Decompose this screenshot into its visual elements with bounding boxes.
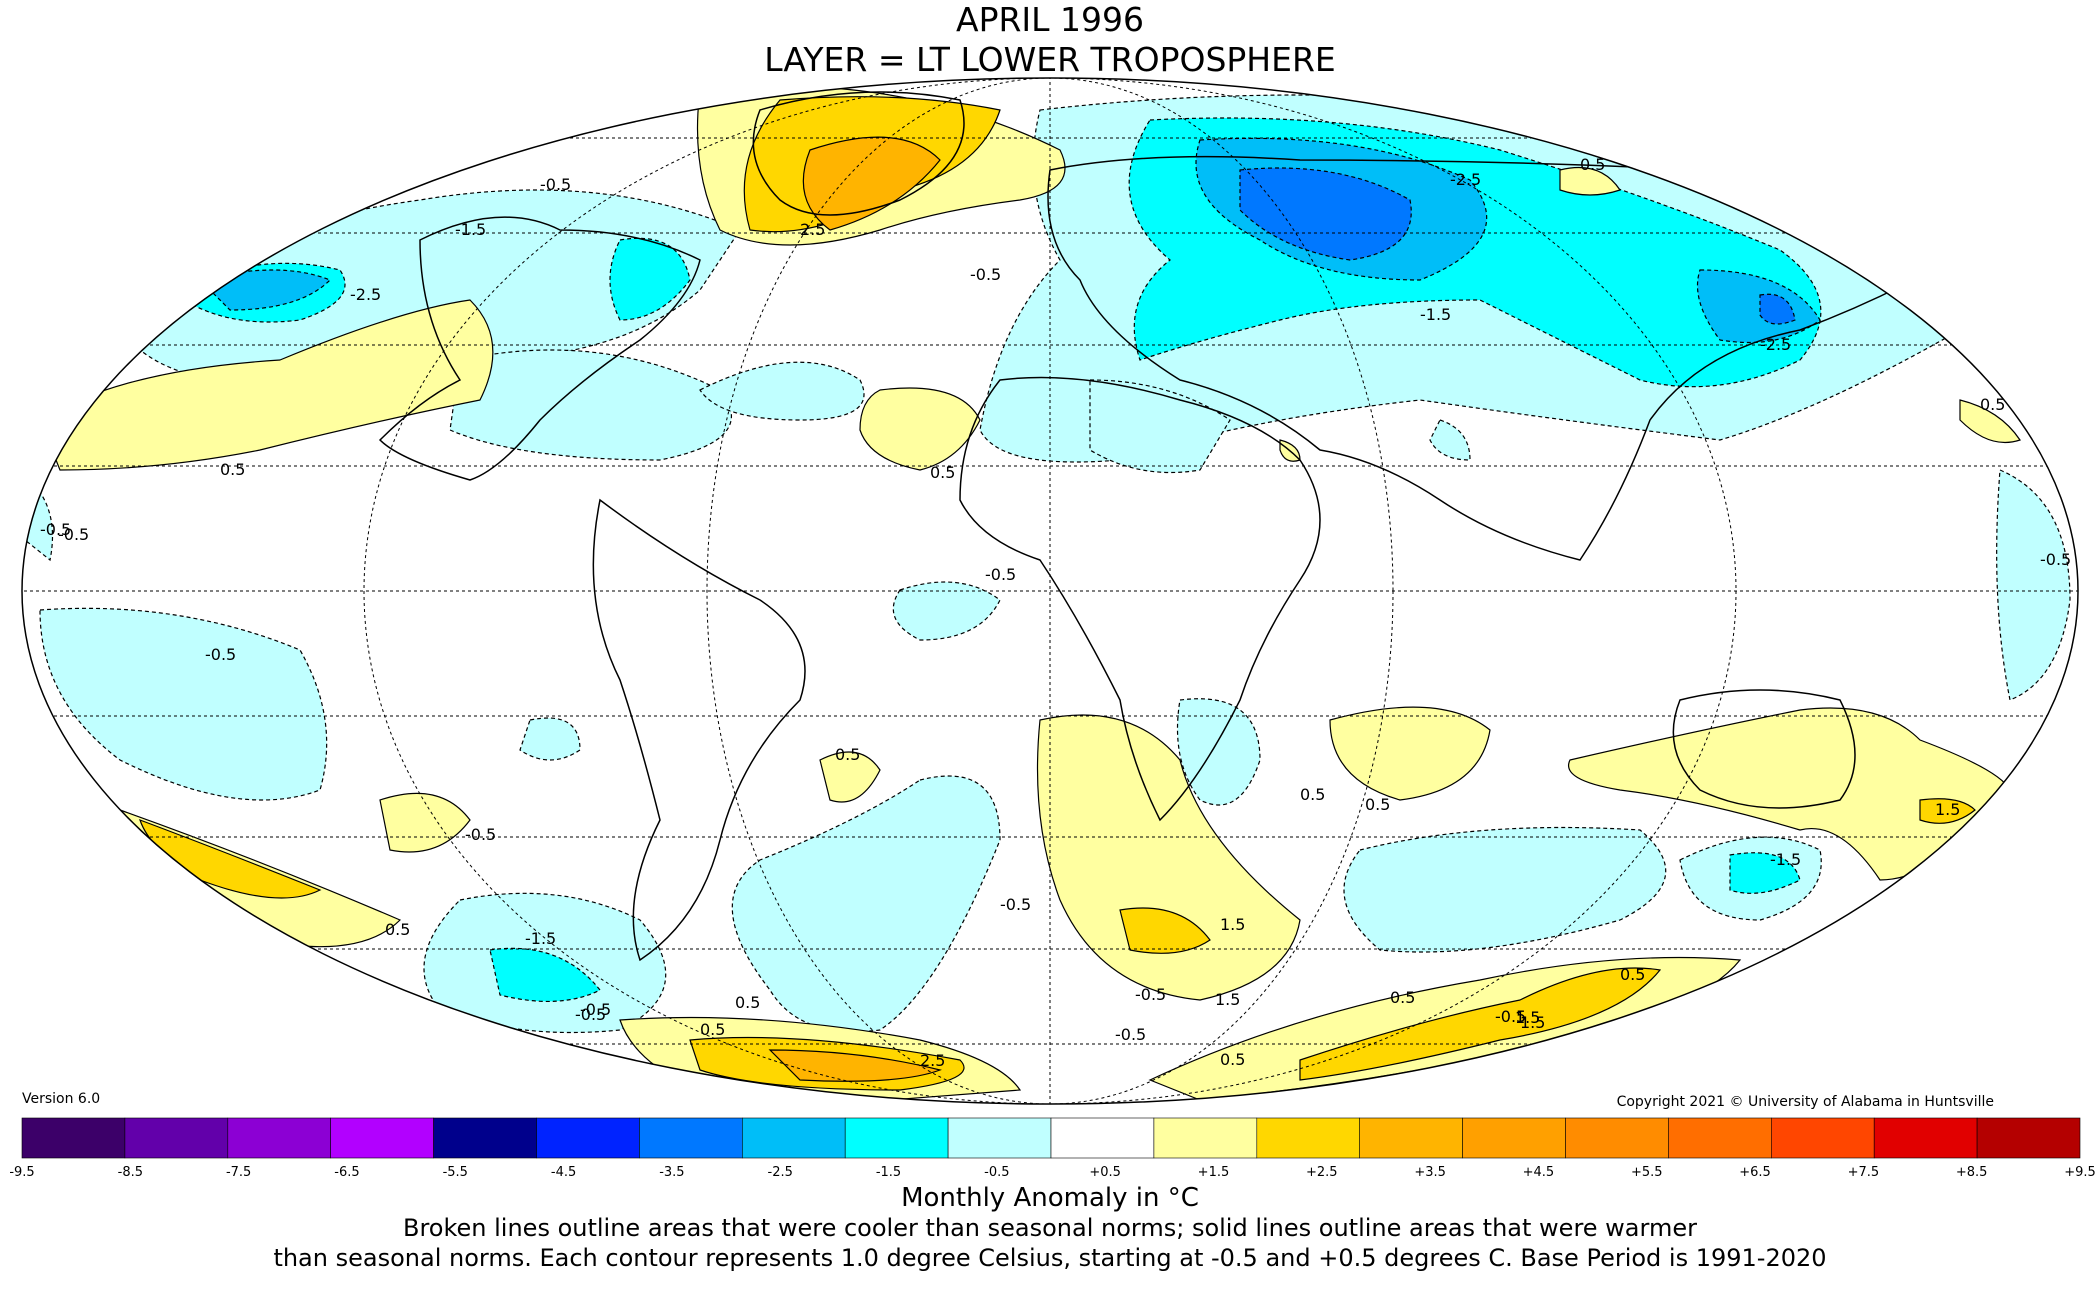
colorbar-swatch	[1976, 1117, 2081, 1159]
colorbar-tick-label: -3.5	[659, 1165, 684, 1180]
colorbar-swatch	[1771, 1117, 1875, 1159]
colorbar-swatch	[844, 1117, 949, 1159]
contour-value-label: 1.5	[1215, 990, 1240, 1009]
contour-value-label: -1.5	[1770, 850, 1801, 869]
contour-value-label: 1.5	[1515, 1008, 1540, 1027]
colorbar-tick-label: -1.5	[876, 1165, 901, 1180]
contour-value-label: -2.5	[1760, 335, 1791, 354]
contour-value-label: -0.5	[985, 565, 1016, 584]
colorbar-swatch	[1153, 1117, 1258, 1159]
globe-outline	[21, 77, 2079, 1105]
contour-value-label: 0.5	[700, 1020, 725, 1039]
colorbar-swatch	[124, 1117, 229, 1159]
colorbar-tick-label: +3.5	[1414, 1165, 1446, 1180]
contour-value-label: -0.5	[1135, 985, 1166, 1004]
colorbar-tick-label: -8.5	[118, 1165, 143, 1180]
contour-value-label: 2.5	[920, 1051, 945, 1070]
colorbar-swatch	[330, 1117, 434, 1159]
map-subtitle: LAYER = LT LOWER TROPOSPHERE	[764, 40, 1336, 79]
contour-value-label: 0.5	[1390, 988, 1415, 1007]
contour-value-label: -1.5	[525, 929, 556, 948]
colorbar-swatch	[1873, 1117, 1978, 1159]
contour-value-label: -0.5	[540, 175, 571, 194]
colorbar-tick-label: -7.5	[226, 1165, 251, 1180]
contour-value-label: -0.5	[1460, 85, 1491, 104]
copyright-label: Copyright 2021 © University of Alabama i…	[1616, 1094, 1994, 1110]
map-title: APRIL 1996	[956, 0, 1144, 39]
contour-value-label: 2.5	[800, 220, 825, 239]
colorbar-tick-label: +7.5	[1848, 1165, 1880, 1180]
colorbar-tick-label: +8.5	[1956, 1165, 1988, 1180]
colorbar-tick-label: -6.5	[334, 1165, 359, 1180]
contour-value-label: 0.5	[835, 745, 860, 764]
colorbar-tick-label: -4.5	[551, 1165, 576, 1180]
contour-value-label: 0.5	[1580, 155, 1605, 174]
contour-value-label: -0.5	[580, 1000, 611, 1019]
note-line-1: Broken lines outline areas that were coo…	[403, 1214, 1697, 1242]
contour-value-label: -0.5	[1495, 1007, 1526, 1026]
colorbar: -9.5 -8.5 -7.5 -6.5 -5.5 -4.5 -3.5 -2.5 -1.5 -0.5…	[9, 1117, 2096, 1180]
contour-value-label: 0.5	[735, 993, 760, 1012]
contour-value-label: -1.5	[1420, 305, 1451, 324]
contour-value-label: 0.5	[930, 463, 955, 482]
colorbar-swatch	[21, 1117, 126, 1159]
colorbar-swatch	[1050, 1117, 1155, 1159]
colorbar-tick-label: +4.5	[1523, 1165, 1555, 1180]
contour-value-label: -0.5	[40, 520, 71, 539]
colorbar-tick-label: +2.5	[1306, 1165, 1338, 1180]
coastlines	[378, 91, 1952, 962]
colorbar-swatch	[1359, 1117, 1463, 1159]
colorbar-swatch	[947, 1117, 1052, 1159]
note-line-2: than seasonal norms. Each contour repres…	[273, 1244, 1827, 1272]
colorbar-tick-label: -2.5	[768, 1165, 793, 1180]
colorbar-swatch	[1256, 1117, 1361, 1159]
warm-anomaly-core	[768, 136, 943, 1082]
colorbar-swatch	[227, 1117, 332, 1159]
contour-value-label: -0.5	[575, 1005, 606, 1024]
cool-anomaly-core	[1239, 167, 1796, 325]
world-anomaly-map: -0.5 -2.5 -1.5 -0.5 2.5 -0.5 0.5 -0.5 -2.5 -1.5 -2…	[21, 77, 2079, 1105]
contour-value-label: 1.5	[1520, 1013, 1545, 1032]
contour-value-label: -2.5	[1450, 170, 1481, 189]
contour-value-label: 0.5	[1980, 395, 2005, 414]
contour-value-label: 0.5	[385, 920, 410, 939]
colorbar-swatch	[536, 1117, 640, 1159]
contour-value-label: -0.5	[2040, 550, 2071, 569]
contour-value-label: 0.5	[1620, 965, 1645, 984]
colorbar-tick-label: -0.5	[984, 1165, 1009, 1180]
contour-value-label: 0.5	[220, 460, 245, 479]
contour-value-label: 1.5	[1935, 800, 1960, 819]
colorbar-tick-label: +5.5	[1631, 1165, 1663, 1180]
colorbar-swatch	[1668, 1117, 1772, 1159]
contour-value-label: 0.5	[1300, 785, 1325, 804]
contour-value-label: 1.5	[1220, 915, 1245, 934]
contour-value-label: -0.5	[970, 265, 1001, 284]
colorbar-tick-label: +9.5	[2064, 1165, 2096, 1180]
colorbar-tick-label: +1.5	[1198, 1165, 1230, 1180]
colorbar-swatch	[1462, 1117, 1566, 1159]
contour-value-label: -2.5	[350, 285, 381, 304]
colorbar-label: Monthly Anomaly in °C	[901, 1183, 1199, 1213]
contour-value-label: -1.5	[455, 220, 486, 239]
contour-value-label: -0.5	[465, 825, 496, 844]
contour-value-label: -0.5	[1000, 895, 1031, 914]
colorbar-tick-label: -9.5	[9, 1165, 34, 1180]
colorbar-tick-label: +6.5	[1739, 1165, 1771, 1180]
colorbar-tick-label: -5.5	[443, 1165, 468, 1180]
colorbar-swatch	[741, 1117, 846, 1159]
contour-value-label: -0.5	[58, 525, 89, 544]
contour-value-label: 0.5	[1365, 795, 1390, 814]
colorbar-swatch	[1565, 1117, 1669, 1159]
colorbar-tick-label: +0.5	[1089, 1165, 1121, 1180]
colorbar-swatch	[639, 1117, 743, 1159]
version-label: Version 6.0	[22, 1091, 101, 1107]
contour-value-label: -0.5	[205, 645, 236, 664]
contour-value-label: -0.5	[1115, 1025, 1146, 1044]
contour-value-label: 0.5	[1220, 1050, 1245, 1069]
colorbar-swatch	[433, 1117, 537, 1159]
